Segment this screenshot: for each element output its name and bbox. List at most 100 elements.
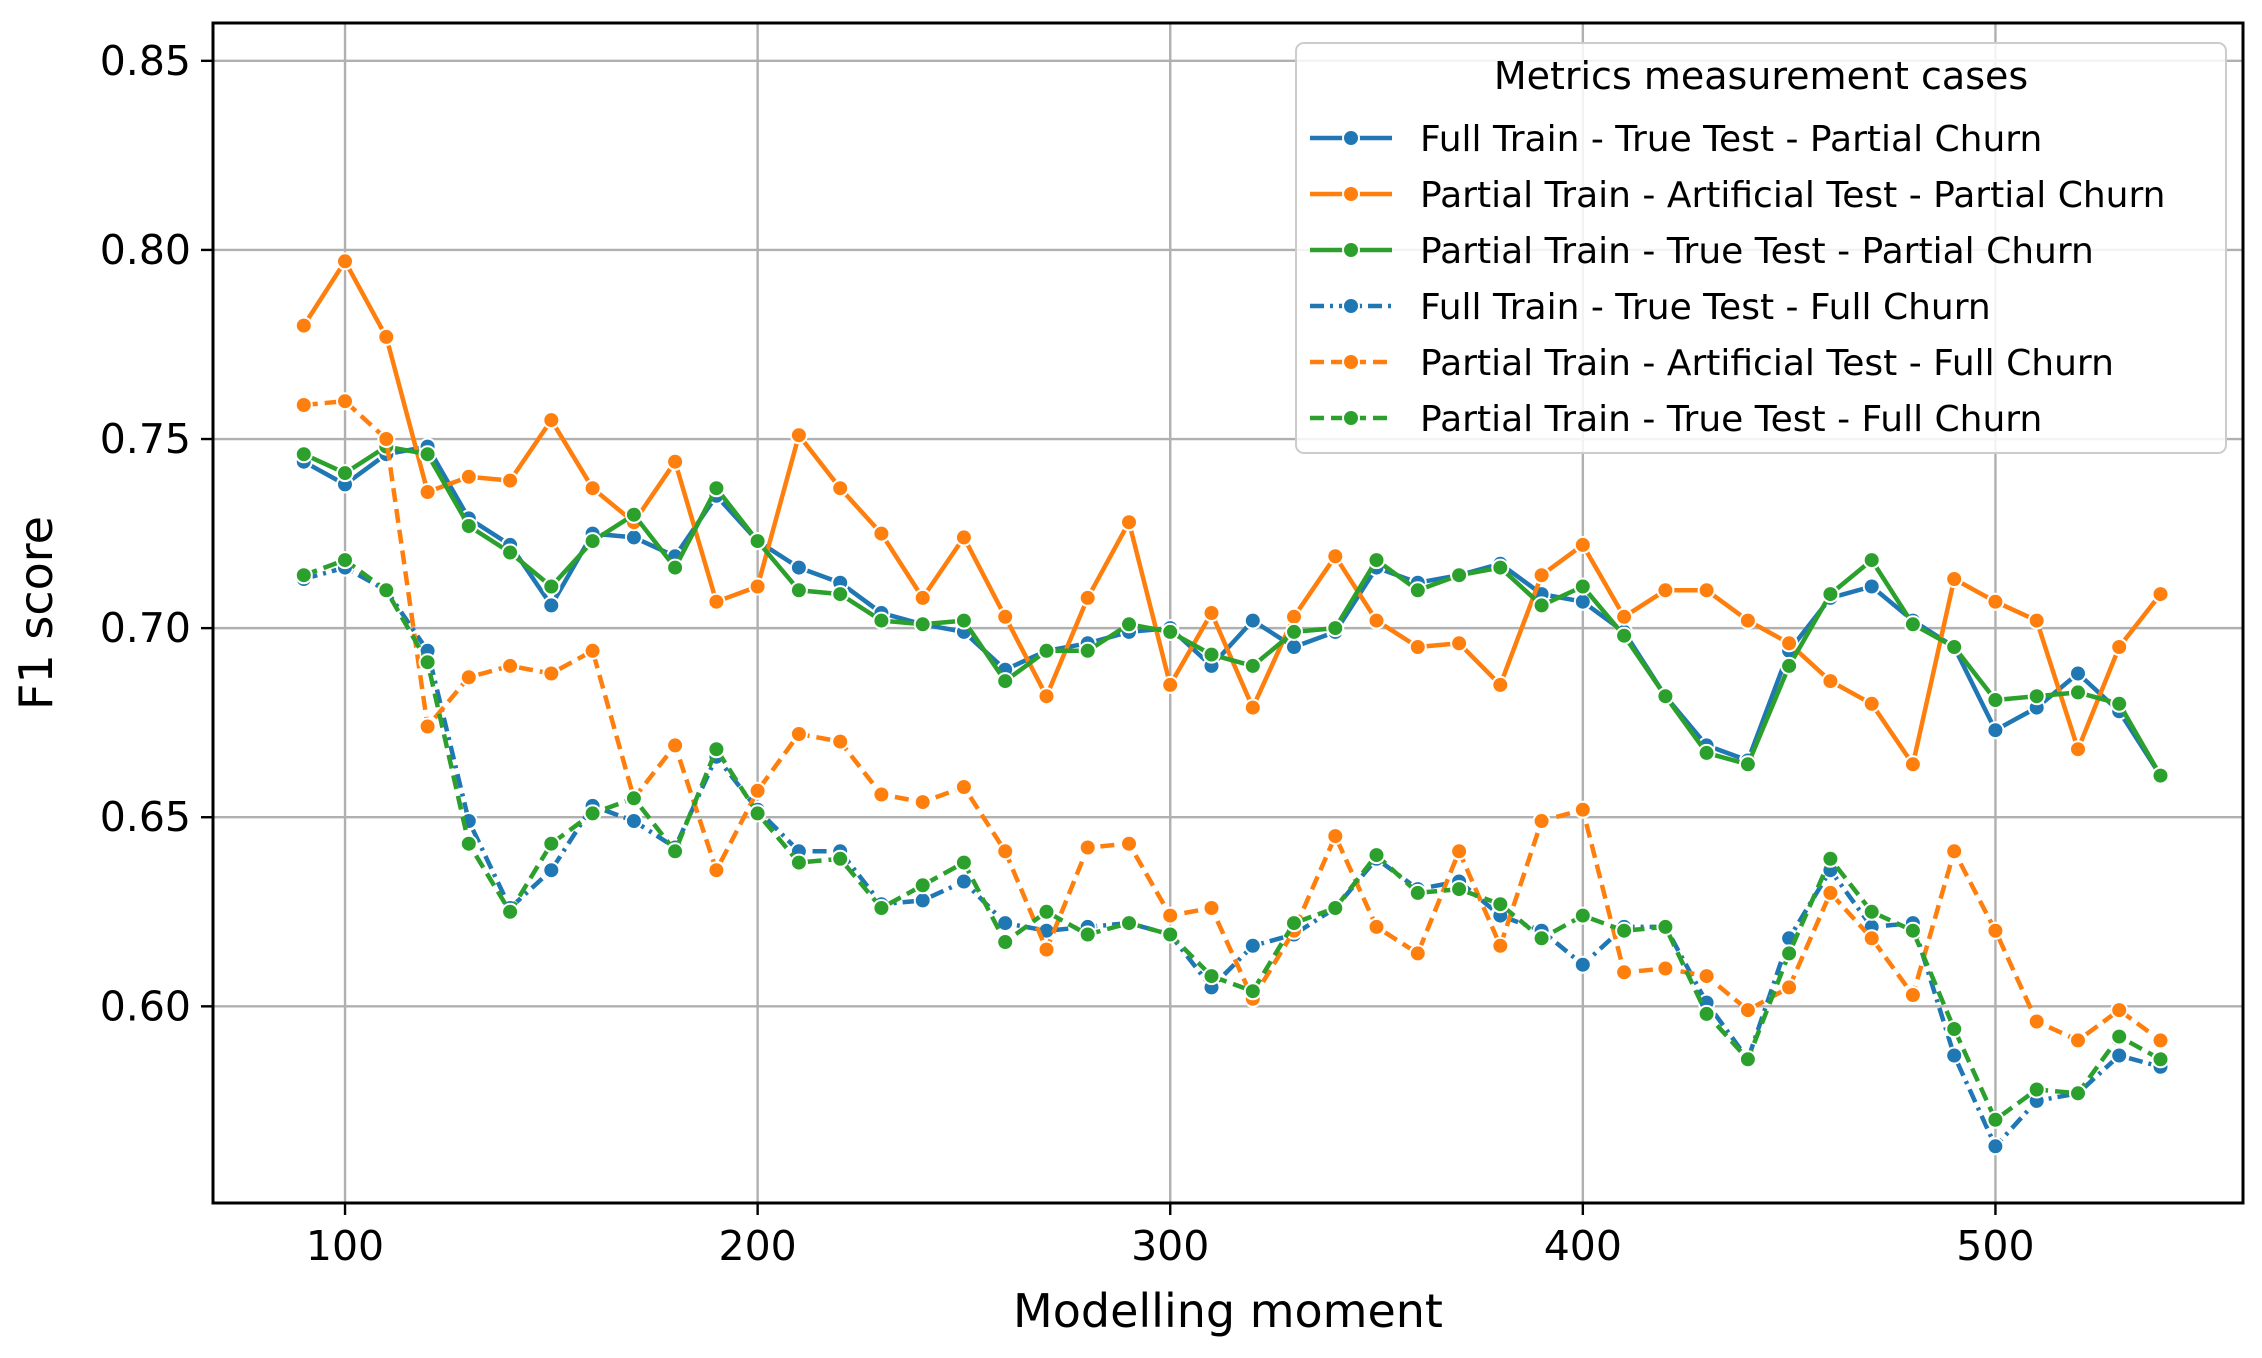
data-point [1945, 842, 1964, 861]
data-point [2027, 1080, 2046, 1099]
y-tick-label: 0.85 [100, 37, 191, 85]
data-point [1326, 827, 1345, 846]
data-point [954, 872, 973, 891]
data-point [294, 566, 313, 585]
y-tick-label: 0.70 [100, 604, 191, 652]
data-point [1078, 641, 1097, 660]
data-point [1903, 921, 1922, 940]
legend: Metrics measurement cases Full Train - T… [1295, 42, 2227, 454]
legend-item: Partial Train - Artificial Test - Full C… [1310, 343, 2114, 384]
legend-label: Partial Train - Artificial Test - Full C… [1420, 343, 2114, 384]
data-point [872, 785, 891, 804]
data-point [1202, 967, 1221, 986]
data-point [2110, 1001, 2129, 1020]
data-point [459, 517, 478, 535]
data-point [542, 861, 561, 880]
data-point [1615, 626, 1634, 645]
data-point [1903, 615, 1922, 634]
data-point [1986, 592, 2005, 611]
data-point [1161, 906, 1180, 925]
data-point [831, 585, 850, 604]
data-point [1037, 641, 1056, 660]
data-point [1367, 551, 1386, 570]
y-tick-label: 0.75 [100, 415, 191, 463]
data-point [707, 592, 726, 611]
data-point [1408, 581, 1427, 600]
data-point [748, 577, 767, 596]
data-point [1862, 694, 1881, 713]
data-point [1780, 944, 1799, 963]
legend-title: Metrics measurement cases [1494, 54, 2028, 98]
data-point [624, 528, 643, 547]
data-point [789, 725, 808, 743]
data-point [872, 524, 891, 543]
data-point [2069, 1084, 2087, 1103]
data-point [1491, 558, 1510, 577]
data-point [1738, 1001, 1757, 1020]
y-tick-label: 0.60 [100, 982, 191, 1030]
data-point [707, 861, 726, 880]
legend-item: Full Train - True Test - Partial Churn [1310, 119, 2042, 160]
data-point [1945, 570, 1964, 588]
data-point [831, 732, 850, 751]
data-point [624, 812, 643, 830]
data-point [1697, 967, 1716, 986]
data-point [2069, 1031, 2087, 1050]
data-point [1161, 925, 1180, 944]
x-axis-title: Modelling moment [1013, 1284, 1443, 1338]
data-point [1697, 1004, 1716, 1023]
data-point [1532, 596, 1551, 615]
data-point [1120, 615, 1138, 634]
data-point [996, 914, 1015, 933]
data-point [1202, 899, 1221, 917]
data-point [1243, 611, 1262, 630]
data-point [789, 558, 808, 577]
data-point [1326, 547, 1345, 566]
legend-swatch-marker [1342, 241, 1360, 259]
data-point [2110, 638, 2129, 656]
data-point [2110, 1027, 2129, 1046]
data-point [1986, 921, 2005, 940]
data-point [542, 411, 561, 430]
data-point [1780, 634, 1799, 653]
data-point [996, 842, 1015, 861]
legend-item: Partial Train - Artificial Test - Partia… [1310, 175, 2165, 216]
data-point [1037, 902, 1056, 921]
data-point [954, 778, 973, 796]
series-6 [294, 551, 2170, 1129]
data-point [542, 577, 561, 596]
data-point [336, 392, 354, 411]
legend-swatch-marker [1342, 297, 1360, 315]
data-point [583, 532, 602, 551]
data-point [1408, 944, 1427, 963]
data-point [1945, 638, 1964, 656]
data-point [1656, 687, 1675, 706]
data-point [1202, 604, 1221, 622]
data-point [1862, 902, 1881, 921]
data-point [1821, 849, 1840, 868]
data-point [954, 853, 973, 872]
data-point [913, 876, 932, 895]
legend-item: Partial Train - True Test - Full Churn [1310, 399, 2042, 440]
data-point [2151, 1050, 2170, 1069]
data-point [377, 327, 396, 346]
data-point [666, 452, 685, 471]
data-point [583, 804, 602, 823]
data-point [1697, 743, 1716, 762]
data-point [1615, 963, 1634, 982]
legend-label: Partial Train - True Test - Full Churn [1420, 399, 2042, 440]
data-point [624, 505, 643, 524]
data-point [1532, 929, 1551, 948]
data-point [1945, 1046, 1964, 1065]
data-point [1821, 672, 1840, 691]
data-point [954, 611, 973, 630]
data-point [542, 664, 561, 683]
data-point [707, 479, 726, 498]
data-point [1243, 982, 1262, 1001]
data-point [1697, 581, 1716, 600]
data-point [707, 740, 726, 759]
data-point [748, 804, 767, 823]
data-point [913, 615, 932, 634]
data-point [2110, 1046, 2129, 1065]
data-point [377, 581, 396, 600]
